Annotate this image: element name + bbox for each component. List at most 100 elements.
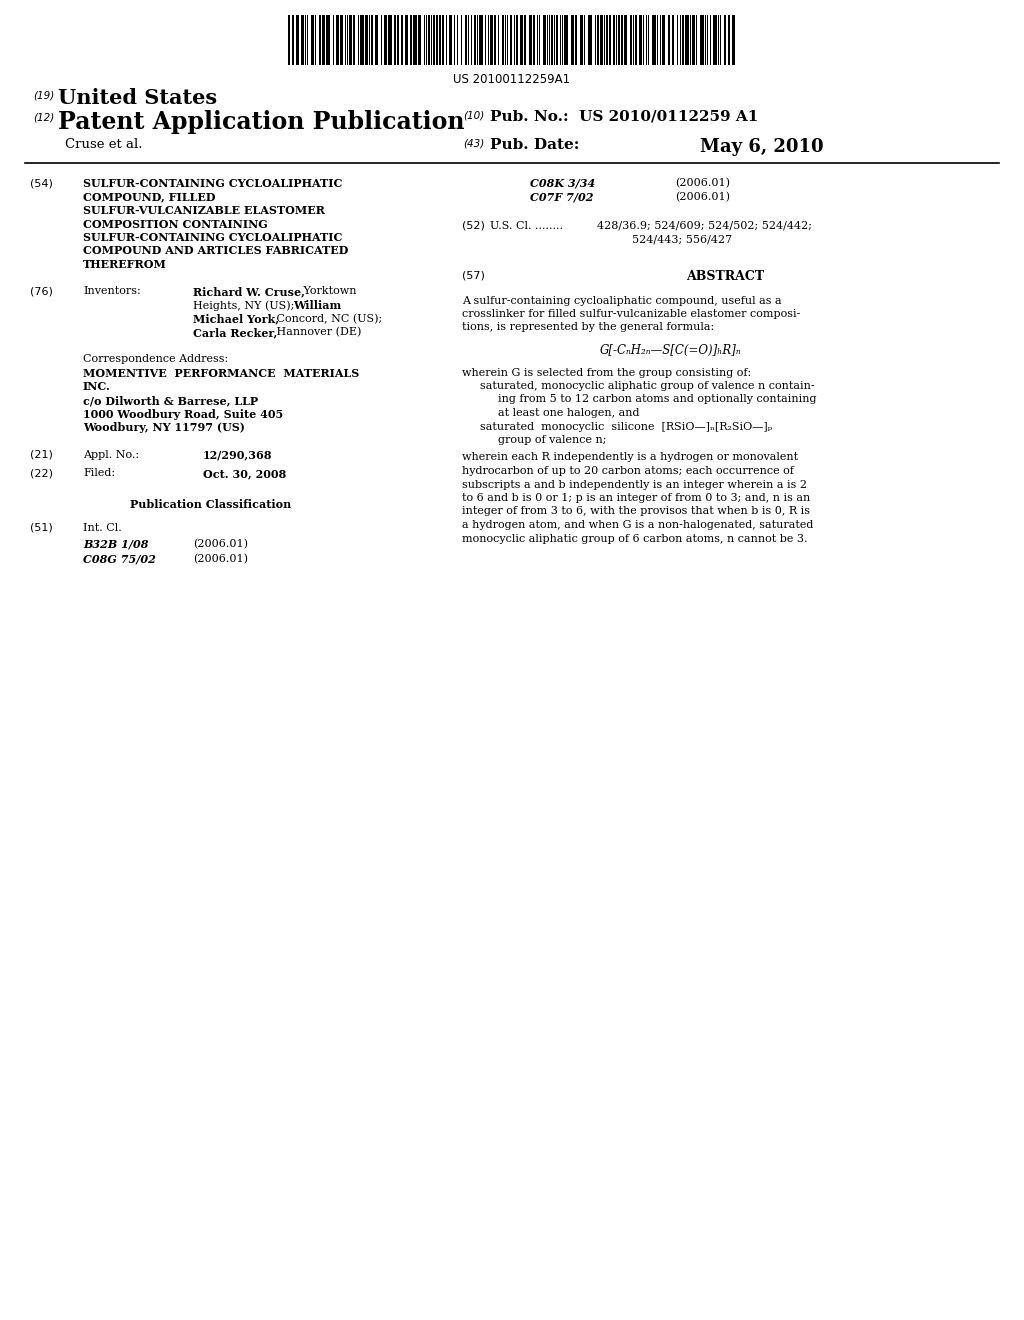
Bar (397, 15, 398, 65)
Bar (554, 15, 555, 65)
Text: c/o Dilworth & Barrese, LLP: c/o Dilworth & Barrese, LLP (83, 395, 258, 407)
Bar (340, 15, 342, 65)
Bar (624, 15, 627, 65)
Text: 1000 Woodbury Road, Suite 405: 1000 Woodbury Road, Suite 405 (83, 408, 284, 420)
Bar (575, 15, 577, 65)
Text: (2006.01): (2006.01) (675, 178, 730, 189)
Bar (360, 15, 364, 65)
Text: (19): (19) (33, 90, 54, 100)
Text: C08G 75/02: C08G 75/02 (83, 554, 156, 565)
Text: Pub. Date:: Pub. Date: (490, 139, 580, 152)
Bar (639, 15, 641, 65)
Bar (633, 15, 634, 65)
Text: (51): (51) (30, 523, 53, 533)
Bar (349, 15, 351, 65)
Bar (461, 15, 462, 65)
Text: (43): (43) (463, 139, 484, 148)
Bar (322, 15, 325, 65)
Text: SULFUR-CONTAINING CYCLOALIPHATIC: SULFUR-CONTAINING CYCLOALIPHATIC (83, 232, 342, 243)
Bar (524, 15, 525, 65)
Bar (400, 15, 403, 65)
Text: to 6 and b is 0 or 1; p is an integer of from 0 to 3; and, n is an: to 6 and b is 0 or 1; p is an integer of… (462, 492, 810, 503)
Text: MOMENTIVE  PERFORMANCE  MATERIALS: MOMENTIVE PERFORMANCE MATERIALS (83, 368, 359, 379)
Text: 428/36.9; 524/609; 524/502; 524/442;: 428/36.9; 524/609; 524/502; 524/442; (597, 220, 812, 231)
Bar (561, 15, 563, 65)
Text: Pub. No.:  US 2010/0112259 A1: Pub. No.: US 2010/0112259 A1 (490, 110, 759, 124)
Text: U.S. Cl. ........: U.S. Cl. ........ (490, 220, 563, 231)
Bar (651, 15, 655, 65)
Text: Heights, NY (US);: Heights, NY (US); (193, 300, 298, 310)
Bar (732, 15, 734, 65)
Bar (384, 15, 386, 65)
Text: (22): (22) (30, 469, 53, 478)
Bar (502, 15, 504, 65)
Bar (336, 15, 339, 65)
Bar (470, 15, 472, 65)
Bar (352, 15, 355, 65)
Bar (311, 15, 313, 65)
Bar (435, 15, 438, 65)
Bar (478, 15, 482, 65)
Bar (597, 15, 598, 65)
Bar (410, 15, 412, 65)
Bar (609, 15, 610, 65)
Bar (618, 15, 620, 65)
Text: Patent Application Publication: Patent Application Publication (58, 110, 465, 135)
Bar (326, 15, 330, 65)
Bar (699, 15, 703, 65)
Bar (381, 15, 382, 65)
Bar (418, 15, 421, 65)
Bar (427, 15, 430, 65)
Bar (571, 15, 574, 65)
Text: integer of from 3 to 6, with the provisos that when b is 0, R is: integer of from 3 to 6, with the proviso… (462, 507, 810, 516)
Bar (292, 15, 294, 65)
Text: wherein each R independently is a hydrogen or monovalent: wherein each R independently is a hydrog… (462, 453, 798, 462)
Text: ABSTRACT: ABSTRACT (686, 271, 764, 282)
Text: May 6, 2010: May 6, 2010 (700, 139, 823, 156)
Bar (556, 15, 557, 65)
Text: Woodbury, NY 11797 (US): Woodbury, NY 11797 (US) (83, 422, 245, 433)
Text: Cruse et al.: Cruse et al. (65, 139, 142, 150)
Text: monocyclic aliphatic group of 6 carbon atoms, n cannot be 3.: monocyclic aliphatic group of 6 carbon a… (462, 533, 808, 544)
Bar (406, 15, 408, 65)
Bar (605, 15, 608, 65)
Text: Oct. 30, 2008: Oct. 30, 2008 (203, 469, 287, 479)
Bar (346, 15, 348, 65)
Text: Correspondence Address:: Correspondence Address: (83, 355, 228, 364)
Text: (2006.01): (2006.01) (675, 191, 730, 202)
Bar (510, 15, 512, 65)
Text: G[-CₙH₂ₙ—S[C(=O)]ₕR]ₙ: G[-CₙH₂ₙ—S[C(=O)]ₕR]ₙ (600, 345, 741, 356)
Bar (296, 15, 299, 65)
Text: (76): (76) (30, 286, 53, 297)
Text: THEREFROM: THEREFROM (83, 259, 167, 271)
Bar (727, 15, 730, 65)
Bar (441, 15, 444, 65)
Bar (630, 15, 632, 65)
Bar (490, 15, 493, 65)
Text: (12): (12) (33, 112, 54, 121)
Text: (2006.01): (2006.01) (193, 539, 248, 549)
Bar (375, 15, 378, 65)
Text: United States: United States (58, 88, 217, 108)
Bar (288, 15, 290, 65)
Text: B32B 1/08: B32B 1/08 (83, 539, 148, 549)
Text: 12/290,368: 12/290,368 (203, 450, 272, 461)
Bar (621, 15, 623, 65)
Text: C07F 7/02: C07F 7/02 (530, 191, 594, 202)
Bar (433, 15, 434, 65)
Text: saturated, monocyclic aliphatic group of valence n contain-: saturated, monocyclic aliphatic group of… (480, 381, 815, 391)
Bar (465, 15, 467, 65)
Text: William: William (293, 300, 341, 312)
Bar (724, 15, 725, 65)
Text: hydrocarbon of up to 20 carbon atoms; each occurrence of: hydrocarbon of up to 20 carbon atoms; ea… (462, 466, 794, 477)
Bar (301, 15, 303, 65)
Bar (543, 15, 546, 65)
Bar (692, 15, 694, 65)
Text: ing from 5 to 12 carbon atoms and optionally containing: ing from 5 to 12 carbon atoms and option… (498, 395, 816, 404)
Text: crosslinker for filled sulfur-vulcanizable elastomer composi-: crosslinker for filled sulfur-vulcanizab… (462, 309, 801, 319)
Text: A sulfur-containing cycloaliphatic compound, useful as a: A sulfur-containing cycloaliphatic compo… (462, 296, 781, 305)
Bar (507, 15, 508, 65)
Bar (668, 15, 670, 65)
Bar (682, 15, 684, 65)
Text: tions, is represented by the general formula:: tions, is represented by the general for… (462, 322, 715, 333)
